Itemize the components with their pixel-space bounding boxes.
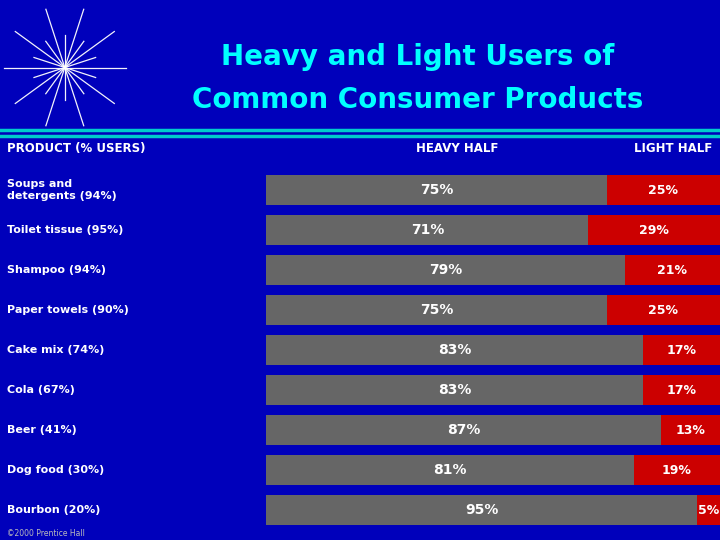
Text: 87%: 87%: [447, 423, 480, 437]
Text: 29%: 29%: [639, 224, 669, 237]
Bar: [643, 375, 720, 406]
Text: 83%: 83%: [438, 343, 472, 357]
Bar: [634, 455, 720, 485]
Text: HEAVY HALF: HEAVY HALF: [416, 142, 498, 155]
Text: 75%: 75%: [420, 303, 453, 317]
Text: 25%: 25%: [648, 184, 678, 197]
Text: Common Consumer Products: Common Consumer Products: [192, 86, 643, 114]
Bar: [266, 495, 697, 525]
Text: 13%: 13%: [675, 424, 706, 437]
Text: PRODUCT (% USERS): PRODUCT (% USERS): [7, 142, 145, 155]
Text: Bourbon (20%): Bourbon (20%): [7, 505, 101, 515]
Bar: [266, 255, 625, 285]
Bar: [697, 495, 720, 525]
Bar: [588, 215, 720, 245]
Text: 95%: 95%: [465, 503, 498, 517]
Text: 17%: 17%: [667, 384, 696, 397]
Text: Toilet tissue (95%): Toilet tissue (95%): [7, 225, 124, 235]
Text: 79%: 79%: [429, 263, 462, 277]
Bar: [266, 375, 643, 406]
Text: 5%: 5%: [698, 504, 719, 517]
Text: 25%: 25%: [648, 303, 678, 316]
Text: Beer (41%): Beer (41%): [7, 425, 77, 435]
Text: ©2000 Prentice Hall: ©2000 Prentice Hall: [7, 529, 85, 538]
Text: Cola (67%): Cola (67%): [7, 385, 75, 395]
Text: 21%: 21%: [657, 264, 688, 276]
Text: 83%: 83%: [438, 383, 472, 397]
Bar: [266, 455, 634, 485]
Bar: [606, 295, 720, 326]
Text: 17%: 17%: [667, 343, 696, 357]
Bar: [606, 175, 720, 205]
Text: Shampoo (94%): Shampoo (94%): [7, 265, 107, 275]
Text: Cake mix (74%): Cake mix (74%): [7, 345, 104, 355]
Bar: [266, 215, 588, 245]
Bar: [266, 335, 643, 366]
Text: 71%: 71%: [410, 223, 444, 237]
Bar: [266, 415, 661, 445]
Text: LIGHT HALF: LIGHT HALF: [634, 142, 712, 155]
Bar: [661, 415, 720, 445]
Text: Soups and
detergents (94%): Soups and detergents (94%): [7, 179, 117, 201]
Bar: [643, 335, 720, 366]
Text: Heavy and Light Users of: Heavy and Light Users of: [221, 43, 614, 71]
Bar: [625, 255, 720, 285]
Text: 19%: 19%: [662, 464, 692, 477]
Text: 81%: 81%: [433, 463, 467, 477]
Bar: [266, 295, 606, 326]
Text: Dog food (30%): Dog food (30%): [7, 465, 104, 475]
Text: Paper towels (90%): Paper towels (90%): [7, 305, 129, 315]
Text: 75%: 75%: [420, 183, 453, 197]
Bar: [266, 175, 606, 205]
